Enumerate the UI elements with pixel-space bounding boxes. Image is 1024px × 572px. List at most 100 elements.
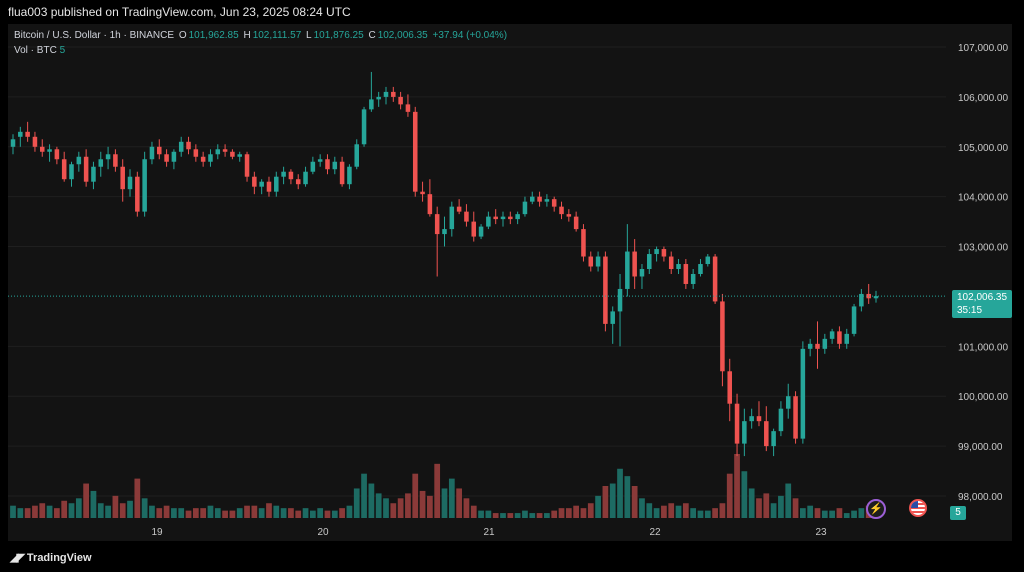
volume-bar [712, 508, 718, 518]
volume-bar [631, 486, 638, 518]
candle-body [610, 311, 615, 324]
volume-bar [522, 510, 528, 518]
volume-bar [726, 473, 733, 518]
volume-bar [149, 505, 155, 518]
volume-bar [68, 503, 75, 518]
candle-body [244, 154, 250, 177]
volume-bar [624, 476, 631, 518]
volume-bar [17, 508, 24, 518]
candle-body [632, 251, 637, 277]
candle-body [595, 256, 601, 267]
volume-bar [244, 505, 250, 518]
change-value: +37.94 (+0.04%) [432, 30, 508, 41]
candle-body [859, 293, 864, 307]
candle-body [405, 104, 411, 112]
volume-bar [46, 505, 53, 518]
candle-body [127, 176, 133, 190]
candle-body [361, 109, 367, 145]
volume-bar [704, 510, 711, 518]
chart-area[interactable] [8, 24, 1012, 541]
us-flag-icon[interactable] [909, 499, 927, 517]
volume-bar [324, 510, 331, 518]
symbol-label: Bitcoin / U.S. Dollar · 1h · BINANCE [14, 30, 175, 41]
volume-value: 5 [59, 45, 66, 56]
volume-bar [653, 508, 660, 518]
volume-bar [529, 513, 536, 518]
volume-bar [309, 510, 316, 518]
candle-body [756, 416, 762, 422]
y-tick-label: 100,000.00 [958, 392, 1008, 403]
tradingview-logo-icon: ◢◤ [10, 552, 25, 564]
candle-body [807, 343, 813, 349]
volume-bar [419, 490, 426, 518]
lightning-bolt-icon[interactable]: ⚡ [866, 499, 886, 519]
candle-body [310, 161, 316, 172]
volume-bar [807, 505, 814, 518]
candle-body [537, 196, 542, 202]
close-value: 102,006.35 [377, 30, 428, 41]
candle-body [449, 206, 455, 230]
volume-bar [858, 508, 865, 518]
volume-bar [112, 495, 119, 518]
volume-bar [368, 483, 375, 518]
candle-body [215, 149, 221, 155]
volume-bar [185, 510, 192, 518]
candle-body [720, 301, 725, 372]
volume-bar [32, 505, 38, 518]
candle-body [456, 206, 462, 212]
candle-body [654, 249, 659, 255]
candle-body [573, 216, 579, 230]
volume-bar [580, 508, 587, 518]
candle-body [208, 154, 213, 162]
volume-bar [573, 505, 580, 518]
volume-bar [353, 488, 360, 518]
candle-body [39, 146, 45, 152]
volume-bar [90, 490, 97, 518]
top-bar: flua003 published on TradingView.com, Ju… [0, 0, 1024, 24]
candle-body [69, 164, 74, 180]
candle-body [566, 214, 572, 217]
candle-body [18, 131, 23, 137]
candle-body [749, 416, 754, 422]
x-tick-label: 21 [483, 527, 495, 538]
volume-legend: Vol · BTC 5 [14, 45, 65, 56]
volume-bar [814, 508, 821, 518]
candle-body [135, 176, 140, 212]
volume-bar [448, 478, 455, 518]
volume-bar [544, 513, 550, 518]
candle-body [486, 216, 491, 227]
volume-bar [565, 508, 572, 518]
candle-body [866, 293, 871, 299]
candle-body [105, 154, 111, 160]
volume-bar [61, 500, 68, 518]
last-price-badge: 102,006.35 35:15 [952, 290, 1012, 318]
candle-body [676, 264, 681, 270]
volume-bar [719, 503, 726, 518]
volume-bar [690, 508, 697, 518]
volume-bar [851, 510, 857, 518]
volume-bar [141, 498, 148, 518]
candle-body [815, 343, 820, 349]
candle-body [420, 191, 425, 195]
volume-bar [10, 505, 16, 518]
candle-body [493, 216, 498, 220]
candle-body [303, 171, 308, 185]
candle-body [391, 91, 396, 97]
candle-body [200, 156, 206, 162]
y-tick-label: 106,000.00 [958, 93, 1008, 104]
candle-body [705, 256, 711, 265]
tradingview-logo[interactable]: ◢◤ TradingView [10, 551, 92, 564]
volume-bar [558, 508, 565, 518]
volume-bar [661, 505, 667, 518]
candle-body [508, 216, 513, 220]
volume-bar [412, 473, 419, 518]
volume-label: Vol · BTC [14, 45, 57, 56]
candle-body [442, 229, 447, 235]
y-tick-label: 103,000.00 [958, 243, 1008, 254]
candle-body [544, 199, 550, 202]
volume-bar [492, 513, 499, 518]
volume-bar [24, 508, 31, 518]
volume-bar [478, 510, 484, 518]
